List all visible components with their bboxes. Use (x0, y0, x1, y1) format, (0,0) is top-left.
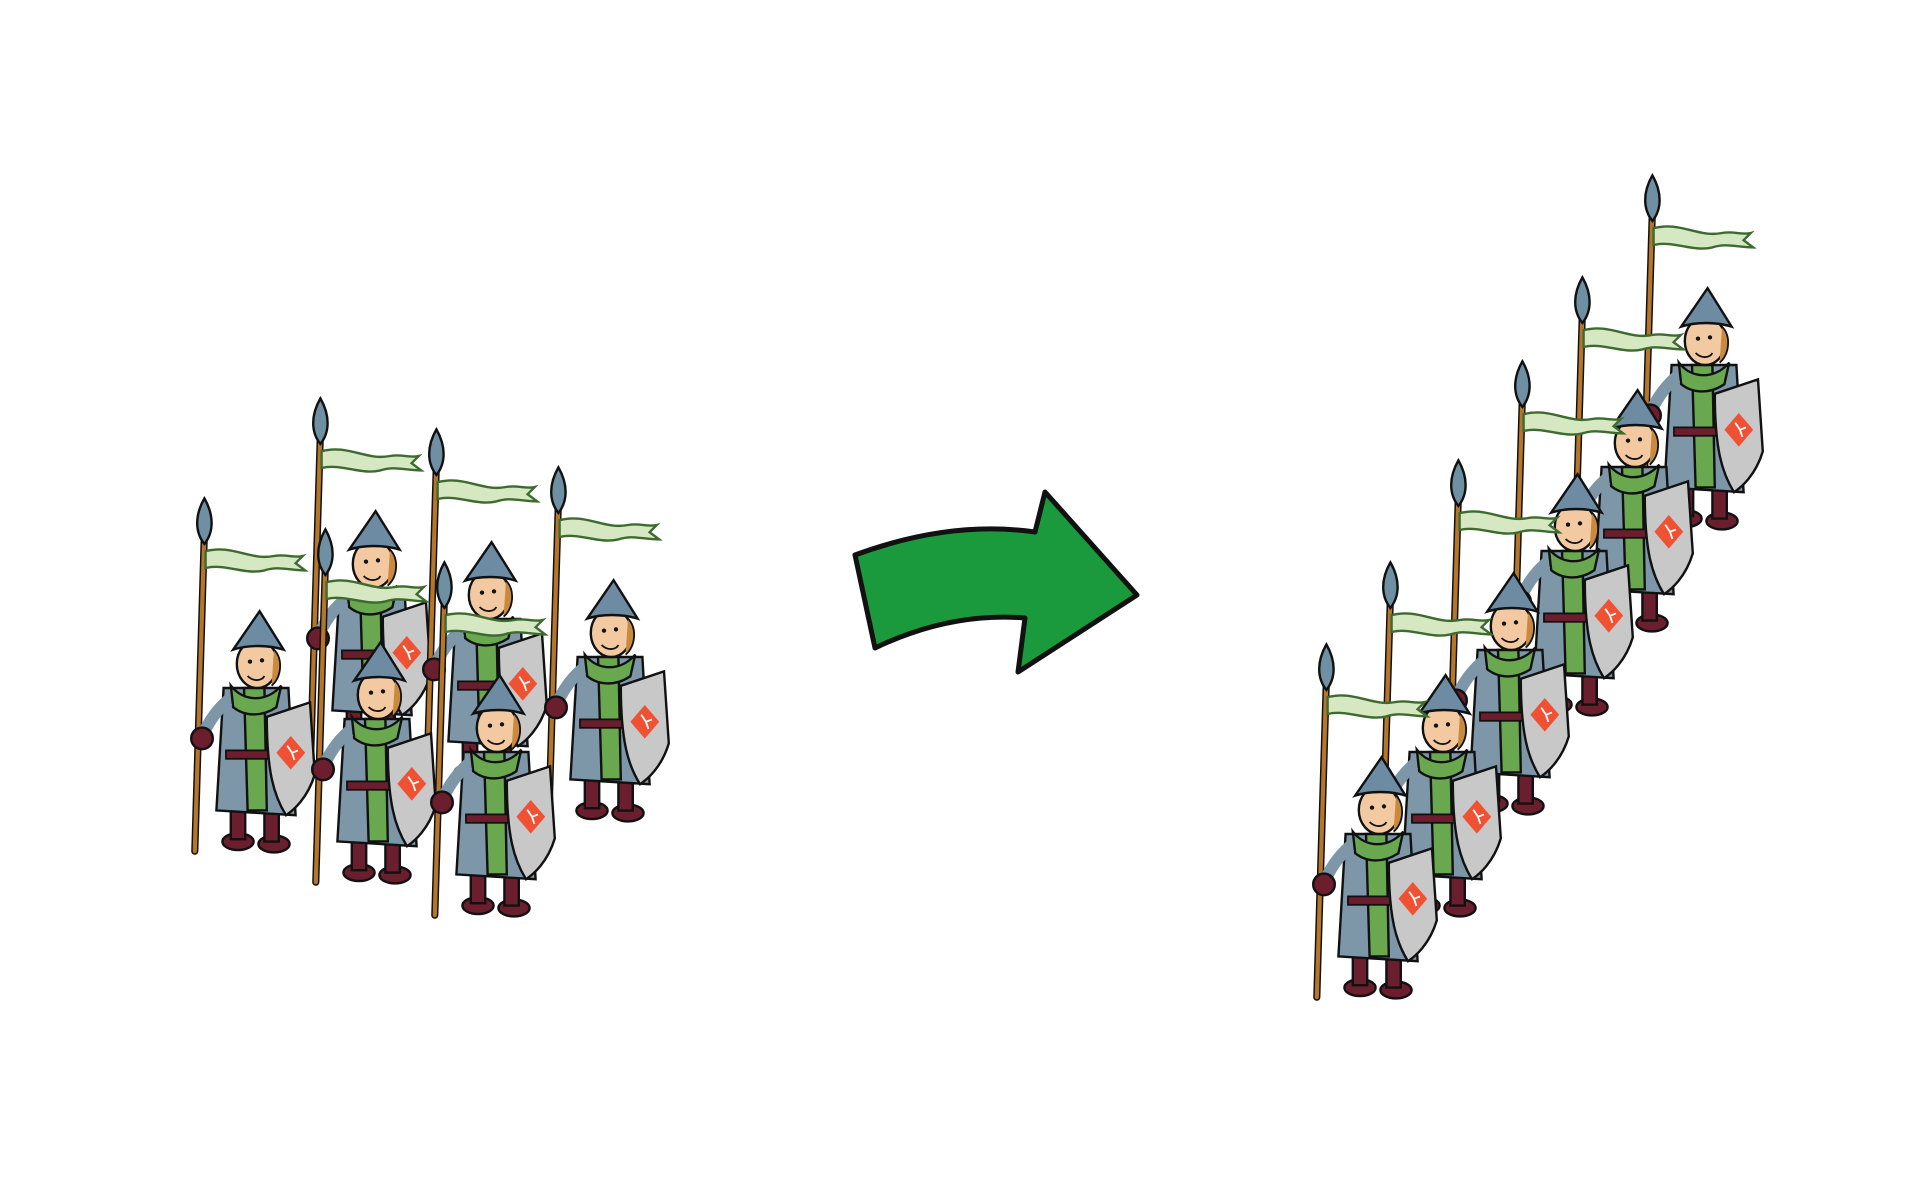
soldier-group-line (1313, 175, 1763, 998)
soldier (545, 467, 669, 821)
soldier-group-cluster (191, 398, 669, 916)
arrow (852, 489, 1140, 675)
soldier (191, 498, 315, 852)
